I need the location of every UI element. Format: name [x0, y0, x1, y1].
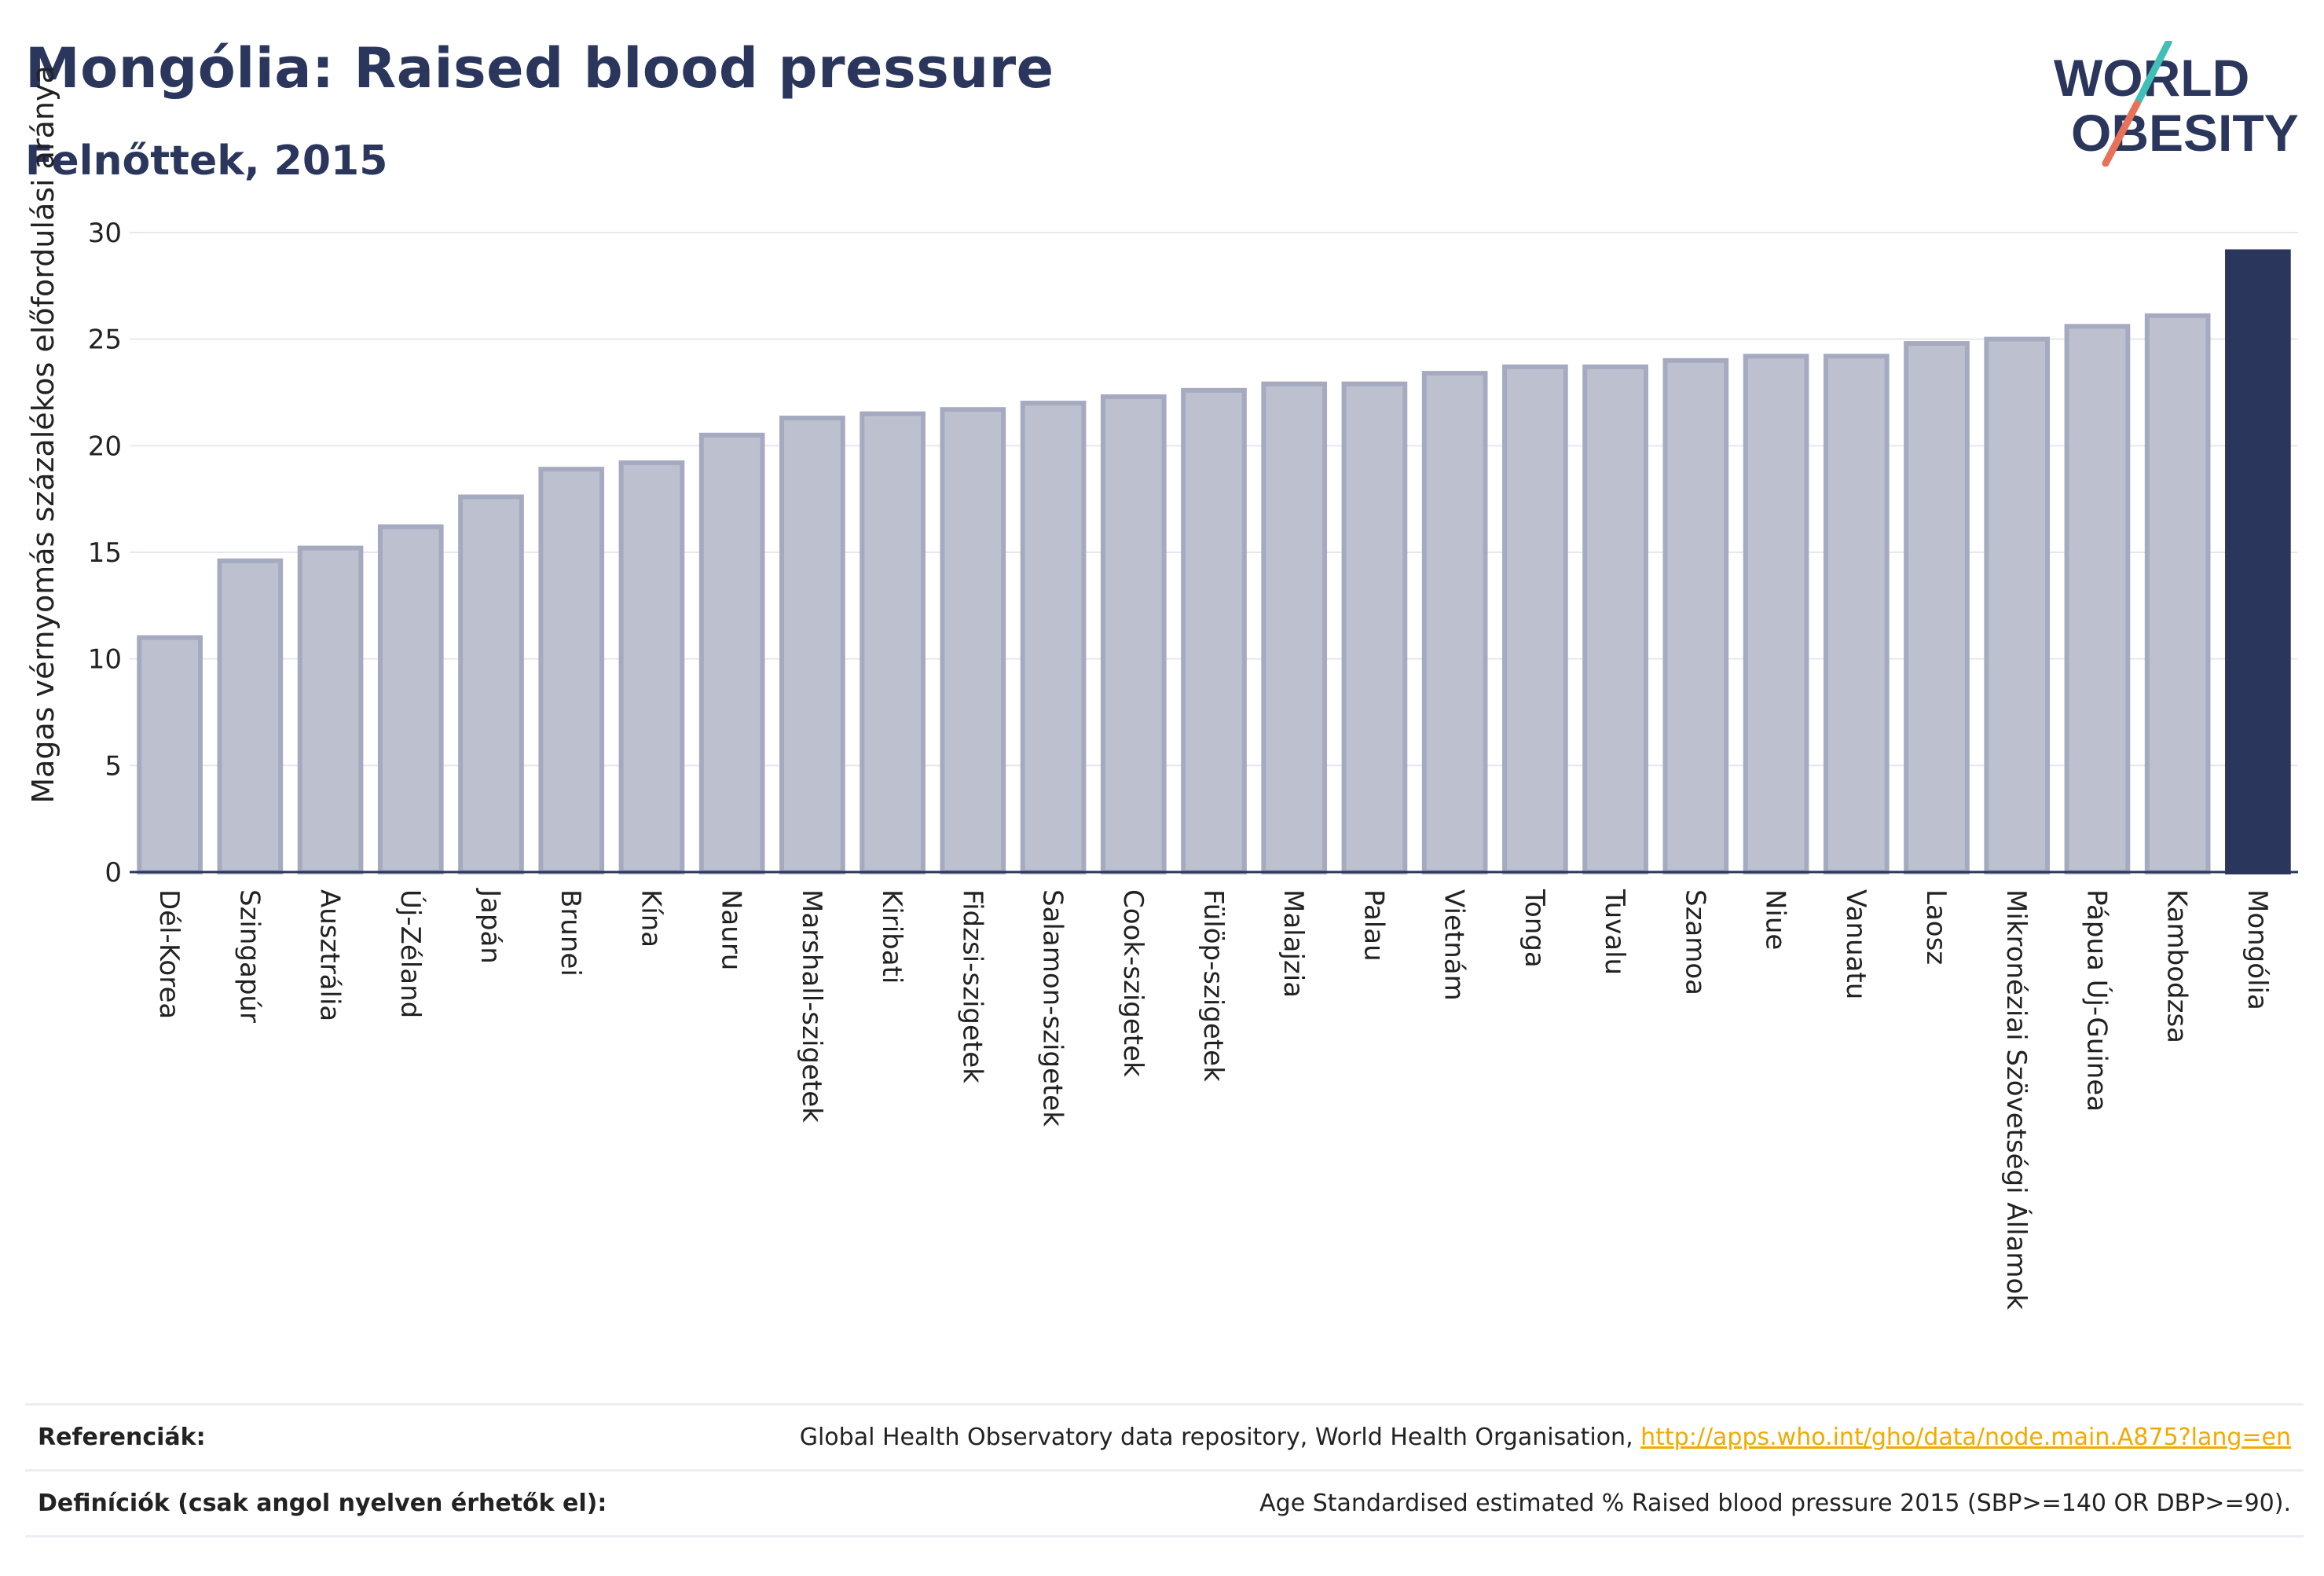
bar	[2144, 313, 2211, 874]
y-tick-label: 10	[88, 644, 122, 676]
y-axis-title: Magas vérnyomás százalékos előfordulási …	[26, 65, 60, 803]
logo-slash-bottom	[2102, 100, 2141, 167]
bar	[1020, 401, 1087, 874]
bar	[377, 524, 444, 874]
bar	[618, 460, 685, 874]
x-tick-label: Kiribati	[876, 889, 907, 984]
bar	[940, 407, 1006, 874]
bar	[137, 635, 203, 874]
references-value: Global Health Observatory data repositor…	[800, 1424, 2291, 1451]
bar	[1100, 394, 1167, 874]
page-subtitle: Felnőttek, 2015	[25, 137, 388, 185]
bar	[698, 432, 765, 874]
definitions-value: Age Standardised estimated % Raised bloo…	[1259, 1490, 2291, 1517]
x-tick-label: Nauru	[716, 889, 747, 970]
bar	[217, 558, 284, 874]
x-tick-label: Marshall-szigetek	[796, 889, 827, 1123]
page-title: Mongólia: Raised blood pressure	[25, 36, 1054, 101]
bar	[1582, 364, 1648, 874]
x-tick-label: Japán	[475, 888, 506, 964]
bar	[1181, 387, 1247, 874]
x-tick-label: Fidzsi-szigetek	[956, 889, 988, 1083]
x-tick-label: Tuvalu	[1599, 889, 1630, 975]
bar	[779, 416, 845, 874]
y-tick-label: 15	[88, 537, 122, 569]
world-obesity-logo: WORLD OBESITY	[2054, 41, 2299, 167]
footer-divider-bottom	[25, 1535, 2304, 1538]
x-tick-label: Malajzia	[1277, 889, 1309, 998]
references-label: Referenciák:	[38, 1424, 206, 1451]
y-tick-label: 0	[104, 857, 122, 889]
bar	[538, 467, 605, 874]
bar	[2064, 324, 2131, 874]
x-tick-label: Salamon-szigetek	[1037, 889, 1069, 1127]
x-tick-label: Cook-szigetek	[1117, 889, 1149, 1077]
footer-divider-middle	[25, 1469, 2304, 1472]
logo-slash-top	[2133, 41, 2172, 108]
x-tick-label: Niue	[1760, 889, 1791, 950]
bar	[1421, 371, 1488, 874]
bar	[860, 411, 926, 874]
x-tick-label: Szamoa	[1679, 889, 1710, 995]
bar	[2225, 249, 2291, 875]
references-text: Global Health Observatory data repositor…	[799, 1424, 1641, 1451]
x-tick-label: Vanuatu	[1840, 889, 1871, 999]
definitions-label: Definíciók (csak angol nyelven érhetők e…	[38, 1490, 607, 1517]
bar	[1662, 357, 1729, 874]
references-row: Referenciák: Global Health Observatory d…	[25, 1406, 2304, 1469]
x-tick-label: Ausztrália	[314, 889, 346, 1021]
references-link[interactable]: http://apps.who.int/gho/data/node.main.A…	[1640, 1424, 2291, 1451]
bar	[1341, 381, 1408, 874]
x-tick-label: Laosz	[1920, 889, 1952, 965]
x-tick-label: Palau	[1358, 889, 1389, 962]
x-tick-label: Kína	[635, 889, 666, 947]
x-tick-label: Új-Zéland	[394, 889, 427, 1018]
x-tick-label: Pápua Új-Guinea	[2080, 889, 2113, 1112]
x-tick-label: Szingapúr	[233, 889, 265, 1023]
y-tick-label: 5	[104, 750, 122, 782]
bar	[1743, 354, 1809, 874]
bar	[1984, 336, 2051, 874]
x-tick-label: Tonga	[1519, 889, 1550, 968]
x-tick-label: Kambodzsa	[2161, 889, 2193, 1043]
bar	[1823, 354, 1890, 874]
bar-chart: 0 5 10 15 20 25 30 Magas vérnyomás százalékos e…	[26, 65, 2298, 1310]
x-tick-label: Mikronéziai Szövetségi Államok	[2000, 889, 2033, 1310]
x-tick-label: Dél-Korea	[153, 889, 185, 1019]
x-tick-label: Mongólia	[2242, 889, 2273, 1010]
bar	[297, 545, 364, 874]
x-tick-label: Fülöp-szigetek	[1197, 889, 1229, 1082]
bar	[1502, 364, 1568, 874]
footer-divider-top	[25, 1403, 2304, 1406]
x-tick-label: Vietnám	[1439, 889, 1470, 1001]
bar	[458, 494, 524, 874]
y-tick-label: 30	[88, 218, 122, 249]
y-tick-label: 25	[88, 324, 122, 356]
definitions-row: Definíciók (csak angol nyelven érhetők e…	[25, 1472, 2304, 1535]
y-tick-label: 20	[88, 431, 122, 462]
x-tick-label: Brunei	[555, 889, 586, 977]
bar	[1904, 341, 1970, 874]
bar	[1261, 381, 1328, 874]
